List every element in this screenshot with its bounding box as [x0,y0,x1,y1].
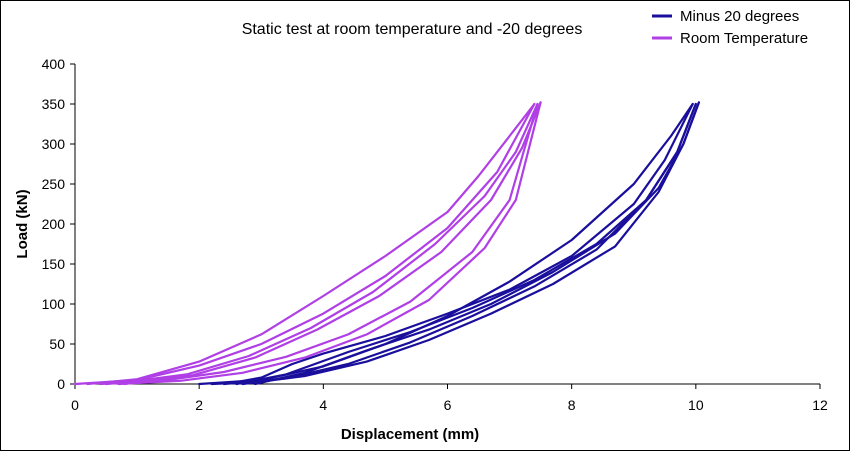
y-axis-label: Load (kN) [14,189,31,258]
chart-title: Static test at room temperature and -20 … [242,21,583,38]
series-line-unloading [86,102,536,386]
x-tick-label: 4 [319,397,327,413]
series-line-unloading [235,102,697,386]
x-tick-label: 8 [568,397,576,413]
legend-label: Room Temperature [680,30,808,47]
series-line-unloading [104,102,539,386]
x-axis-label: Displacement (mm) [341,426,479,443]
series-line-loading [198,102,694,386]
y-tick-label: 300 [42,136,66,152]
legend-label: Minus 20 degrees [680,8,799,25]
y-tick-label: 250 [42,176,66,192]
y-tick-label: 100 [42,296,66,312]
series-room-temperature [73,101,542,386]
series-line-loading [73,102,536,386]
series-line-loading [241,101,701,386]
x-tick-label: 2 [195,397,203,413]
plot-area [74,64,820,385]
y-tick-label: 50 [49,336,65,352]
y-tick-label: 150 [42,256,66,272]
series-line-loading [98,102,539,386]
series-line-unloading [210,102,694,386]
y-tick-label: 400 [42,56,66,72]
series-line-unloading [123,101,542,386]
series-line-unloading [253,101,701,386]
series-minus-20-degrees [198,101,701,386]
y-tick-label: 0 [57,376,65,392]
x-tick-label: 0 [71,397,79,413]
x-tick-label: 6 [444,397,452,413]
x-tick-label: 12 [812,397,828,413]
x-tick-label: 10 [688,397,704,413]
y-tick-label: 200 [42,216,66,232]
series-line-loading [222,102,697,386]
legend: Minus 20 degrees Room Temperature [652,8,808,47]
y-tick-label: 350 [42,96,66,112]
series-line-loading [117,101,542,386]
